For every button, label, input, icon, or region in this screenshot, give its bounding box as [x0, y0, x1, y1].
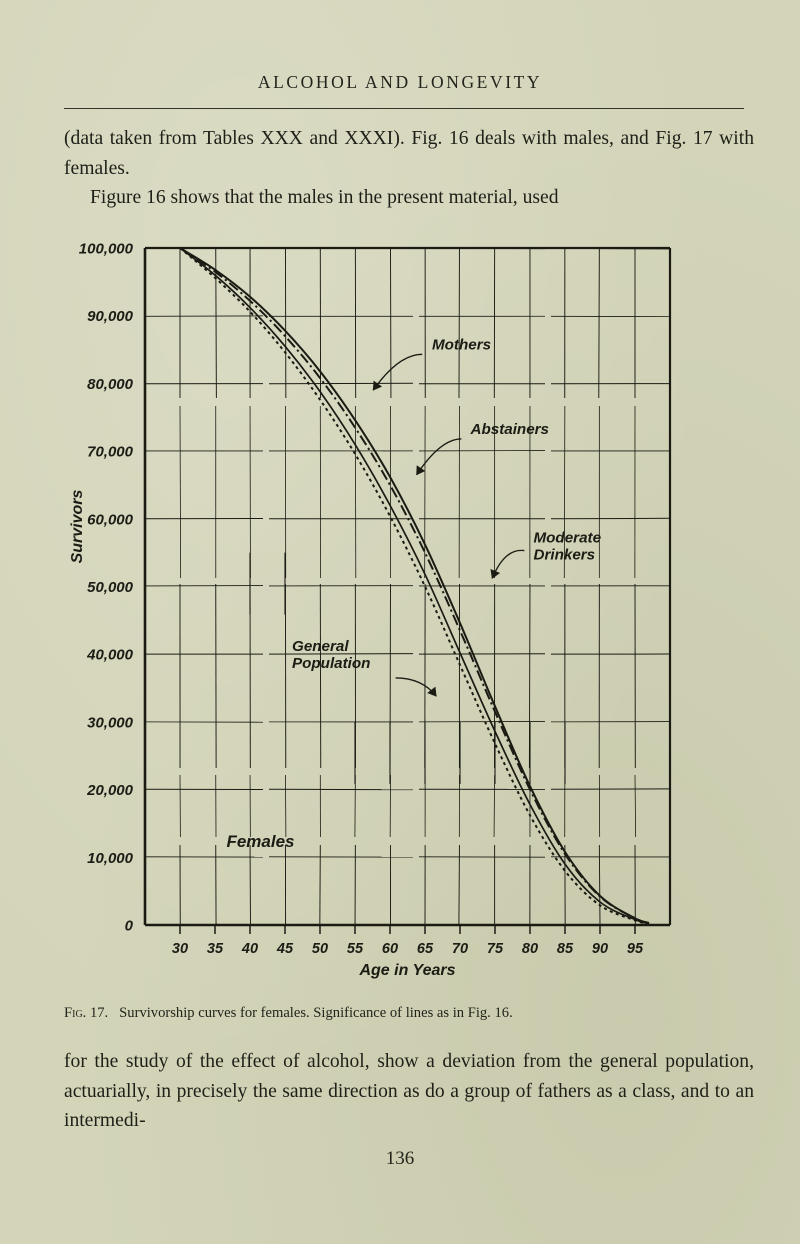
- x-tick-label: 95: [627, 941, 644, 957]
- x-tick-label: 40: [241, 941, 258, 957]
- y-tick-label: 20,000: [86, 782, 134, 799]
- annotation-label-mothers: Mothers: [432, 337, 491, 354]
- survivorship-chart: 30 35 40 45 50 55 60 65 70 75 80 85 90 95 0 10,000 20,00…: [69, 241, 672, 979]
- y-tick-label: 40,000: [86, 647, 134, 664]
- figure-caption: Fig. 17. Survivorship curves for females…: [64, 1003, 764, 1023]
- y-tick-label: 100,000: [79, 241, 134, 258]
- series-line-moderate-drinkers: [179, 247, 650, 925]
- y-tick-label: 70,000: [87, 444, 134, 461]
- annotation-general-population: General Population: [292, 638, 437, 697]
- figure-17: 30 35 40 45 50 55 60 65 70 75 80 85 90 95 0 10,000 20,00…: [60, 232, 740, 992]
- chart-inner-label-females: Females: [226, 832, 294, 851]
- x-tick-label: 75: [487, 941, 504, 957]
- x-tick-label: 45: [276, 941, 294, 957]
- x-tick-label: 70: [452, 941, 468, 957]
- annotation-moderate-drinkers: Moderate Drinkers: [490, 529, 602, 579]
- x-tick-label: 60: [382, 941, 398, 957]
- x-tick-label: 55: [347, 941, 364, 957]
- x-tick-label: 50: [312, 941, 328, 957]
- x-axis-title: Age in Years: [358, 962, 455, 979]
- x-tick-label: 30: [172, 941, 188, 957]
- x-tick-label: 35: [207, 941, 224, 957]
- annotation-label-moderate-drinkers: Moderate Drinkers: [534, 529, 602, 563]
- paragraph-top-line2: Figure 16 shows that the males in the pr…: [90, 187, 559, 209]
- paragraph-top: (data taken from Tables XXX and XXXI). F…: [64, 124, 754, 213]
- caption-text: Survivorship curves for females. Signifi…: [119, 1005, 513, 1021]
- y-tick-label: 30,000: [87, 714, 134, 731]
- annotation-label-abstainers: Abstainers: [470, 421, 550, 438]
- y-tick-label: 50,000: [87, 579, 134, 596]
- y-tick-label: 80,000: [87, 376, 134, 393]
- paragraph-top-line1: (data taken from Tables XXX and XXXI). F…: [64, 128, 754, 179]
- annotation-mothers: Mothers: [372, 337, 491, 391]
- running-head: ALCOHOL AND LONGEVITY: [257, 72, 543, 92]
- y-tick-label: 10,000: [87, 850, 134, 867]
- x-tick-label: 65: [417, 941, 434, 957]
- annotation-abstainers: Abstainers: [416, 421, 550, 476]
- header-rule: [64, 108, 744, 109]
- annotation-label-general-population: General Population: [292, 638, 370, 672]
- series-line-abstainers: [179, 247, 650, 924]
- series-line-mothers: [179, 247, 650, 924]
- x-tick-label: 80: [522, 941, 538, 957]
- y-axis-title: Survivors: [69, 489, 86, 563]
- page-number: 136: [385, 1148, 415, 1169]
- x-tick-label: 90: [592, 941, 608, 957]
- y-tick-label: 90,000: [87, 308, 134, 325]
- paragraph-bottom: for the study of the effect of alcohol, …: [64, 1051, 754, 1132]
- x-tick-label: 85: [557, 941, 574, 957]
- y-tick-label: 0: [125, 918, 134, 935]
- y-tick-label: 60,000: [87, 511, 134, 528]
- caption-figure-number: Fig. 17.: [64, 1005, 109, 1021]
